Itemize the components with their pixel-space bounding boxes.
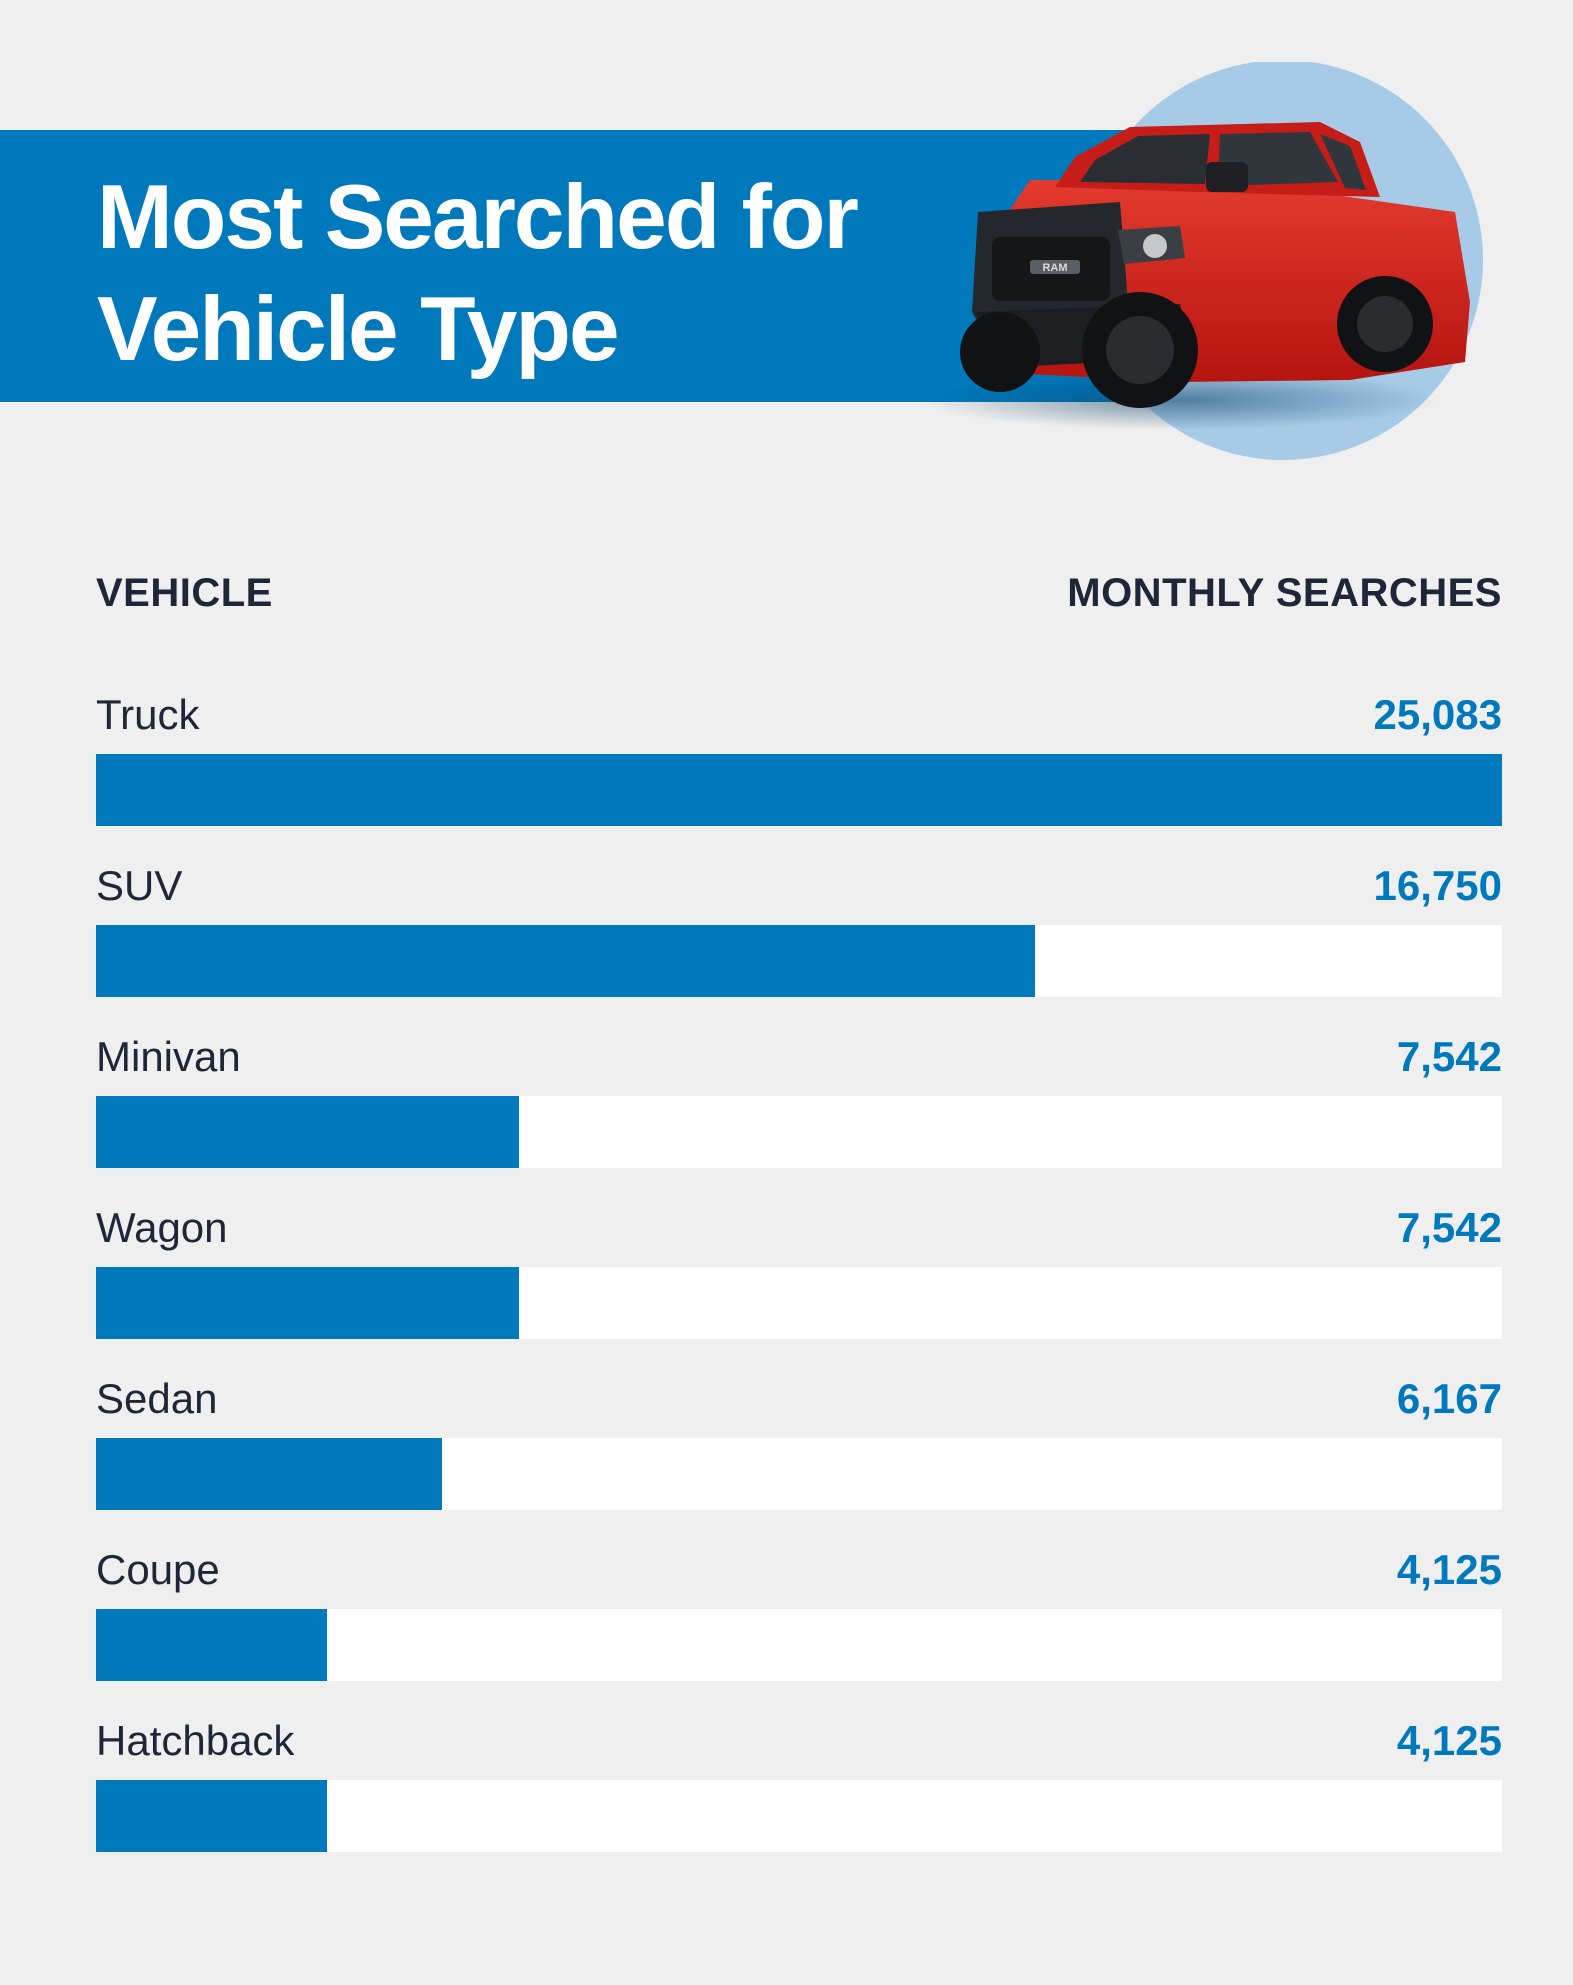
page-title: Most Searched for Vehicle Type [97,162,997,386]
bar-row-suv: SUV 16,750 [96,859,1502,1015]
bar-value-label: 16,750 [1373,862,1502,909]
bar-row-coupe: Coupe 4,125 [96,1543,1502,1699]
bar [96,1609,328,1681]
bar-track [96,925,1502,997]
bar [96,925,1035,997]
bar [96,754,1502,826]
bar-value-label: 4,125 [1396,1546,1502,1593]
bar-row-minivan: Minivan 7,542 [96,1030,1502,1186]
bar-track [96,1438,1502,1510]
bar [96,1267,519,1339]
title-line-1: Most Searched for [97,167,859,268]
bar [96,1438,442,1510]
bar-value-label: 4,125 [1396,1717,1502,1764]
pickup-truck-illustration: RAM [920,62,1483,460]
bar-value-label: 6,167 [1396,1375,1502,1422]
monthly-searches-column-header: MONTHLY SEARCHES [1067,571,1502,615]
bar [96,1096,519,1168]
bar-category-label: Hatchback [96,1717,295,1764]
grille-badge-text: RAM [1042,262,1067,274]
bar-row-sedan: Sedan 6,167 [96,1372,1502,1528]
title-line-2: Vehicle Type [97,279,620,380]
bar-row-truck: Truck 25,083 [96,688,1502,844]
bar-value-label: 7,542 [1396,1033,1502,1080]
bar-row-hatchback: Hatchback 4,125 [96,1714,1502,1870]
bar-track [96,1780,1502,1852]
bar [96,1780,328,1852]
bar-value-label: 25,083 [1373,691,1502,738]
bar-value-label: 7,542 [1396,1204,1502,1251]
bar-category-label: Coupe [96,1546,220,1593]
bar-category-label: Truck [96,691,200,738]
bar-track [96,1609,1502,1681]
bar-category-label: SUV [96,862,183,909]
bar-track [96,754,1502,826]
bar-row-wagon: Wagon 7,542 [96,1201,1502,1357]
bar-category-label: Sedan [96,1375,218,1422]
bar-track [96,1267,1502,1339]
bar-track [96,1096,1502,1168]
vehicle-column-header: VEHICLE [96,571,273,615]
bar-category-label: Minivan [96,1033,241,1080]
bar-category-label: Wagon [96,1204,228,1251]
